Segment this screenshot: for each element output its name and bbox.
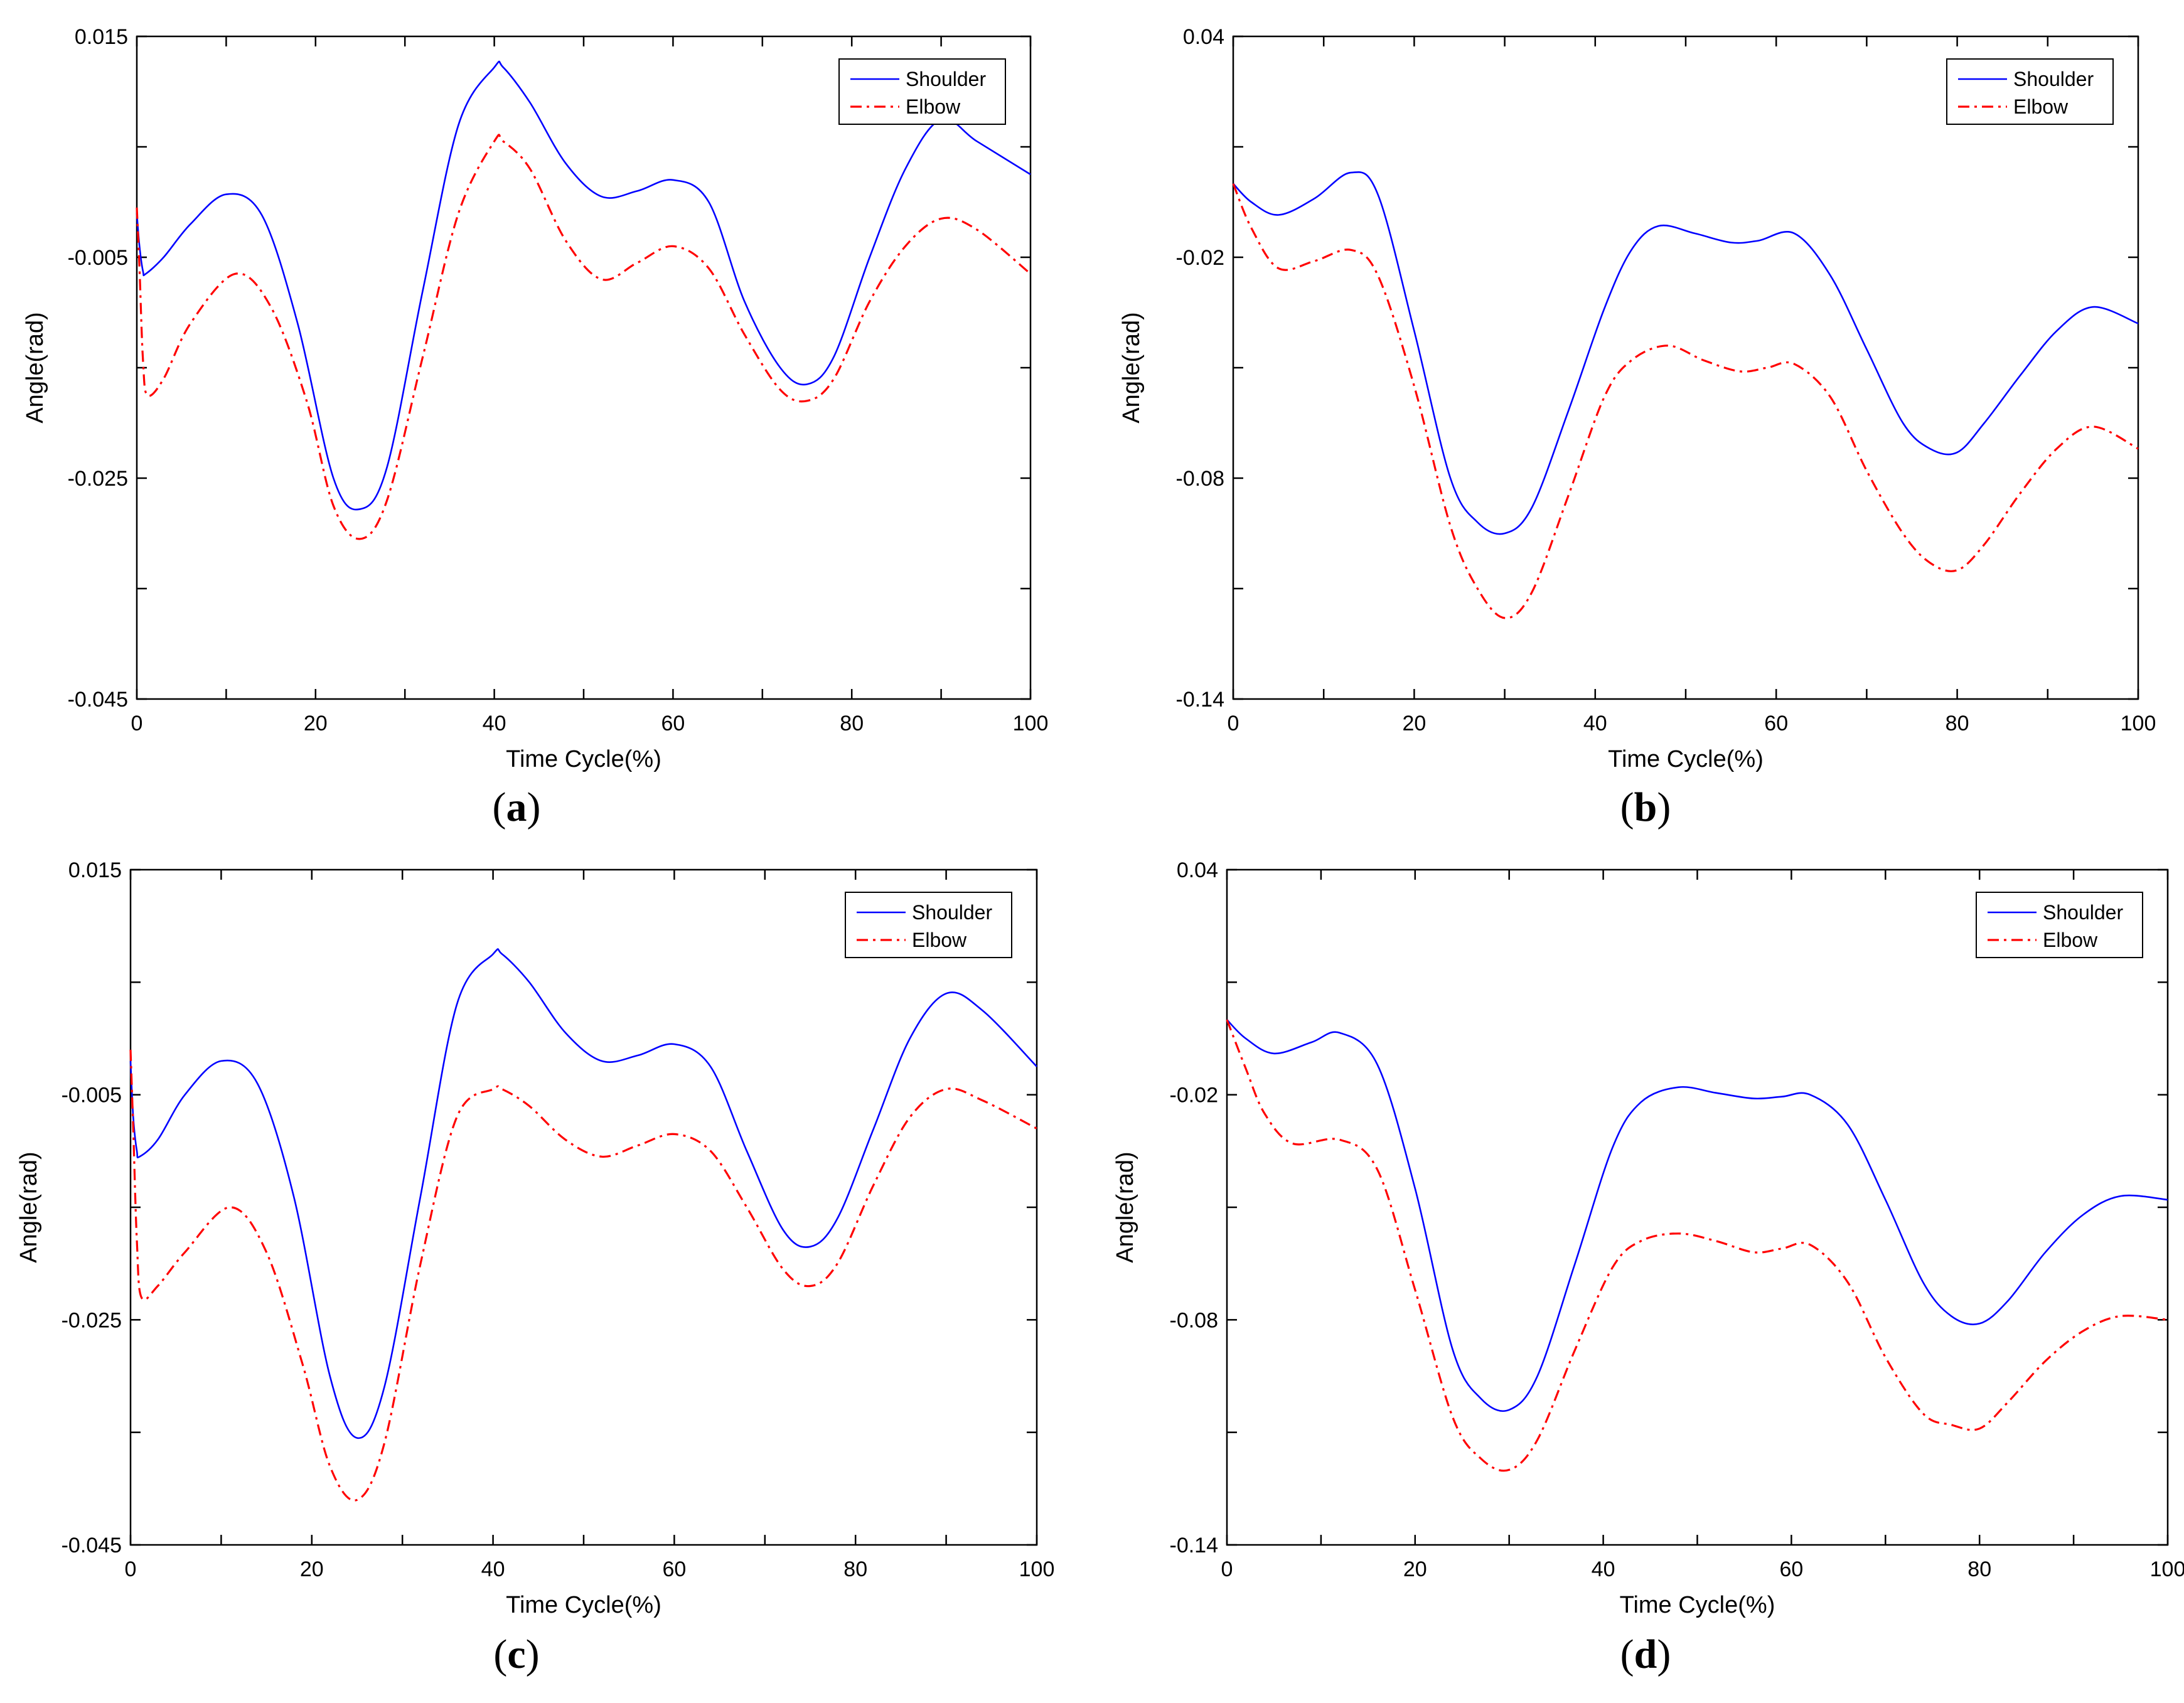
x-tick-label: 80	[843, 1557, 867, 1581]
plot-frame	[136, 35, 1032, 700]
chart-panel-b: 0 20 40 60 80 100 -0.14 -0.08 -0.02 0.04 Time Cycl…	[1118, 25, 2156, 830]
x-tick-label: 100	[1013, 712, 1049, 735]
legend-box	[1946, 58, 2114, 125]
y-tick-label: -0.08	[1176, 467, 1225, 491]
legend-box	[1976, 892, 2143, 958]
y-tick-label: -0.14	[1176, 688, 1225, 712]
legend-box	[845, 892, 1012, 958]
x-axis-title: Time Cycle(%)	[1620, 1592, 1775, 1618]
x-tick-label: 60	[1764, 712, 1788, 735]
x-tick-label: 20	[1402, 712, 1426, 735]
legend-label-shoulder: Shoulder	[2043, 901, 2123, 924]
x-tick-label: 40	[1592, 1557, 1615, 1581]
y-axis-title: Angle(rad)	[1112, 1151, 1138, 1263]
y-tick-label: -0.045	[62, 1534, 122, 1557]
plot-frame	[1232, 35, 2139, 700]
x-axis-title: Time Cycle(%)	[506, 1592, 661, 1618]
x-tick-label: 60	[661, 712, 685, 735]
series-line-shoulder	[1226, 1019, 2168, 1412]
panel-label: (d)	[1620, 1631, 1671, 1677]
x-tick-label: 80	[1967, 1557, 1991, 1581]
y-axis-title: Angle(rad)	[1118, 312, 1145, 423]
legend: Shoulder Elbow	[845, 892, 1012, 958]
y-axis-title: Angle(rad)	[16, 1151, 42, 1263]
y-tick-label: -0.02	[1170, 1084, 1219, 1108]
x-tick-label: 80	[1946, 712, 1969, 735]
legend-label-elbow: Elbow	[2013, 95, 2069, 118]
plot-frame	[129, 868, 1038, 1546]
chart-panel-a: 0 20 40 60 80 100 -0.045 -0.025 -0.005 0.015 Time …	[22, 25, 1048, 830]
y-tick-label: 0.04	[1183, 25, 1224, 49]
legend-label-elbow: Elbow	[2043, 929, 2098, 951]
x-tick-label: 0	[131, 712, 143, 735]
chart-panel-c: 0 20 40 60 80 100 -0.045 -0.025 -0.005 0.015 Time …	[16, 858, 1054, 1677]
legend-label-elbow: Elbow	[912, 929, 967, 951]
series-line-elbow	[1232, 183, 2139, 619]
panel-label: (b)	[1620, 784, 1671, 830]
y-axis-title: Angle(rad)	[22, 312, 48, 423]
y-tick-label: -0.02	[1176, 246, 1225, 270]
series-line-elbow	[136, 134, 1032, 540]
y-tick-label: -0.005	[68, 246, 128, 270]
x-tick-label: 40	[1583, 712, 1607, 735]
legend-label-shoulder: Shoulder	[912, 901, 992, 924]
legend-label-shoulder: Shoulder	[2013, 68, 2094, 90]
series-line-shoulder	[136, 60, 1031, 511]
series-line-elbow	[129, 1049, 1037, 1502]
legend-box	[838, 58, 1006, 125]
x-tick-label: 100	[1019, 1557, 1055, 1581]
x-tick-label: 20	[304, 712, 328, 735]
x-tick-label: 60	[1779, 1557, 1803, 1581]
legend-label-shoulder: Shoulder	[906, 68, 986, 90]
x-tick-label: 40	[481, 1557, 505, 1581]
plot-frame	[1226, 868, 2169, 1546]
x-tick-label: 0	[1221, 1557, 1233, 1581]
x-tick-label: 40	[483, 712, 506, 735]
y-tick-label: -0.025	[62, 1308, 122, 1332]
chart-panel-d: 0 20 40 60 80 100 -0.14 -0.08 -0.02 0.04 Time Cycl…	[1112, 858, 2184, 1677]
x-tick-label: 0	[125, 1557, 137, 1581]
y-tick-label: 0.04	[1177, 858, 1218, 882]
y-tick-label: -0.045	[68, 688, 128, 712]
y-tick-label: -0.005	[62, 1084, 122, 1108]
x-axis-title: Time Cycle(%)	[1608, 746, 1764, 772]
y-tick-label: -0.14	[1170, 1534, 1219, 1557]
legend: Shoulder Elbow	[1946, 58, 2114, 125]
y-tick-label: -0.08	[1170, 1308, 1219, 1332]
x-tick-label: 20	[300, 1557, 324, 1581]
x-tick-label: 0	[1228, 712, 1239, 735]
x-axis-title: Time Cycle(%)	[506, 746, 661, 772]
panel-label: (a)	[493, 784, 541, 830]
y-tick-label: 0.015	[75, 25, 128, 49]
legend: Shoulder Elbow	[1976, 892, 2143, 958]
legend: Shoulder Elbow	[838, 58, 1006, 125]
x-tick-label: 20	[1403, 1557, 1427, 1581]
y-tick-label: -0.025	[68, 467, 128, 491]
series-line-elbow	[1226, 1019, 2168, 1472]
series-line-shoulder	[129, 948, 1037, 1439]
legend-label-elbow: Elbow	[906, 95, 961, 118]
x-tick-label: 100	[2121, 712, 2156, 735]
x-tick-label: 60	[662, 1557, 686, 1581]
panel-label: (c)	[493, 1631, 539, 1677]
series-line-shoulder	[1233, 171, 2139, 535]
y-tick-label: 0.015	[68, 858, 122, 882]
x-tick-label: 100	[2150, 1557, 2184, 1581]
x-tick-label: 80	[840, 712, 864, 735]
